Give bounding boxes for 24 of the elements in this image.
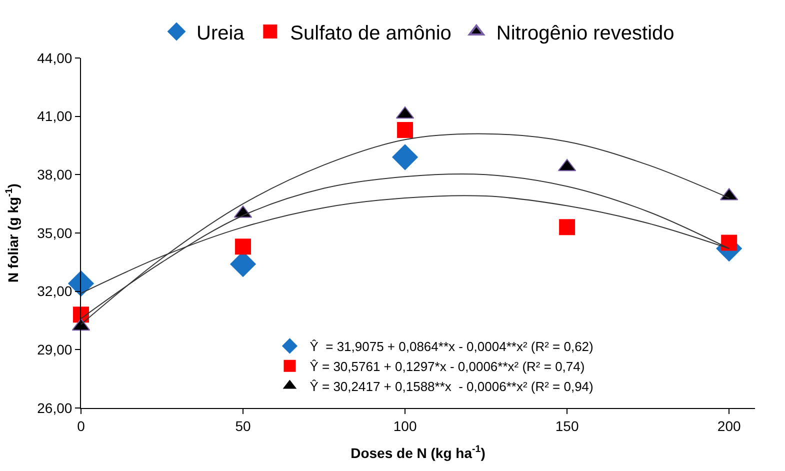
annotation: Ŷ = 30,5761 + 0,1297*x - 0,0006**x² (R² = 0,74) <box>310 358 585 374</box>
x-tick-label: 200 <box>717 418 741 434</box>
point <box>721 234 738 251</box>
point <box>235 238 252 255</box>
y-tick-label: 38,00 <box>37 166 72 183</box>
annotation: Ŷ = 31,9075 + 0,0864**x - 0,0004**x² (R² = 0,62) <box>310 339 594 354</box>
x-tick-label: 50 <box>235 418 252 434</box>
point <box>397 122 414 138</box>
y-tick-label: 35,00 <box>37 224 72 241</box>
y-tick-label: 32,00 <box>37 283 72 300</box>
y-tick-label: 44,00 <box>37 50 72 66</box>
x-tick-label: 100 <box>393 418 417 434</box>
x-tick-label: 150 <box>555 418 579 434</box>
y-tick-label: 26,00 <box>37 400 72 416</box>
y-tick-label: 41,00 <box>37 108 72 124</box>
legend-label: Nitrogênio revestido <box>496 22 674 44</box>
legend-label: Ureia <box>196 22 246 44</box>
point <box>559 219 576 236</box>
x-tick-label: 0 <box>77 418 86 434</box>
point <box>392 144 418 170</box>
y-tick-label: 29,00 <box>37 342 72 358</box>
annotation: Ŷ = 30,2417 + 0,1588**x - 0,0006**x² (R² = 0,94) <box>310 378 594 394</box>
x-axis-title: Doses de N (kg ha$^{-1}$) <box>350 444 486 462</box>
legend-label: Sulfato de amônio <box>290 22 452 44</box>
